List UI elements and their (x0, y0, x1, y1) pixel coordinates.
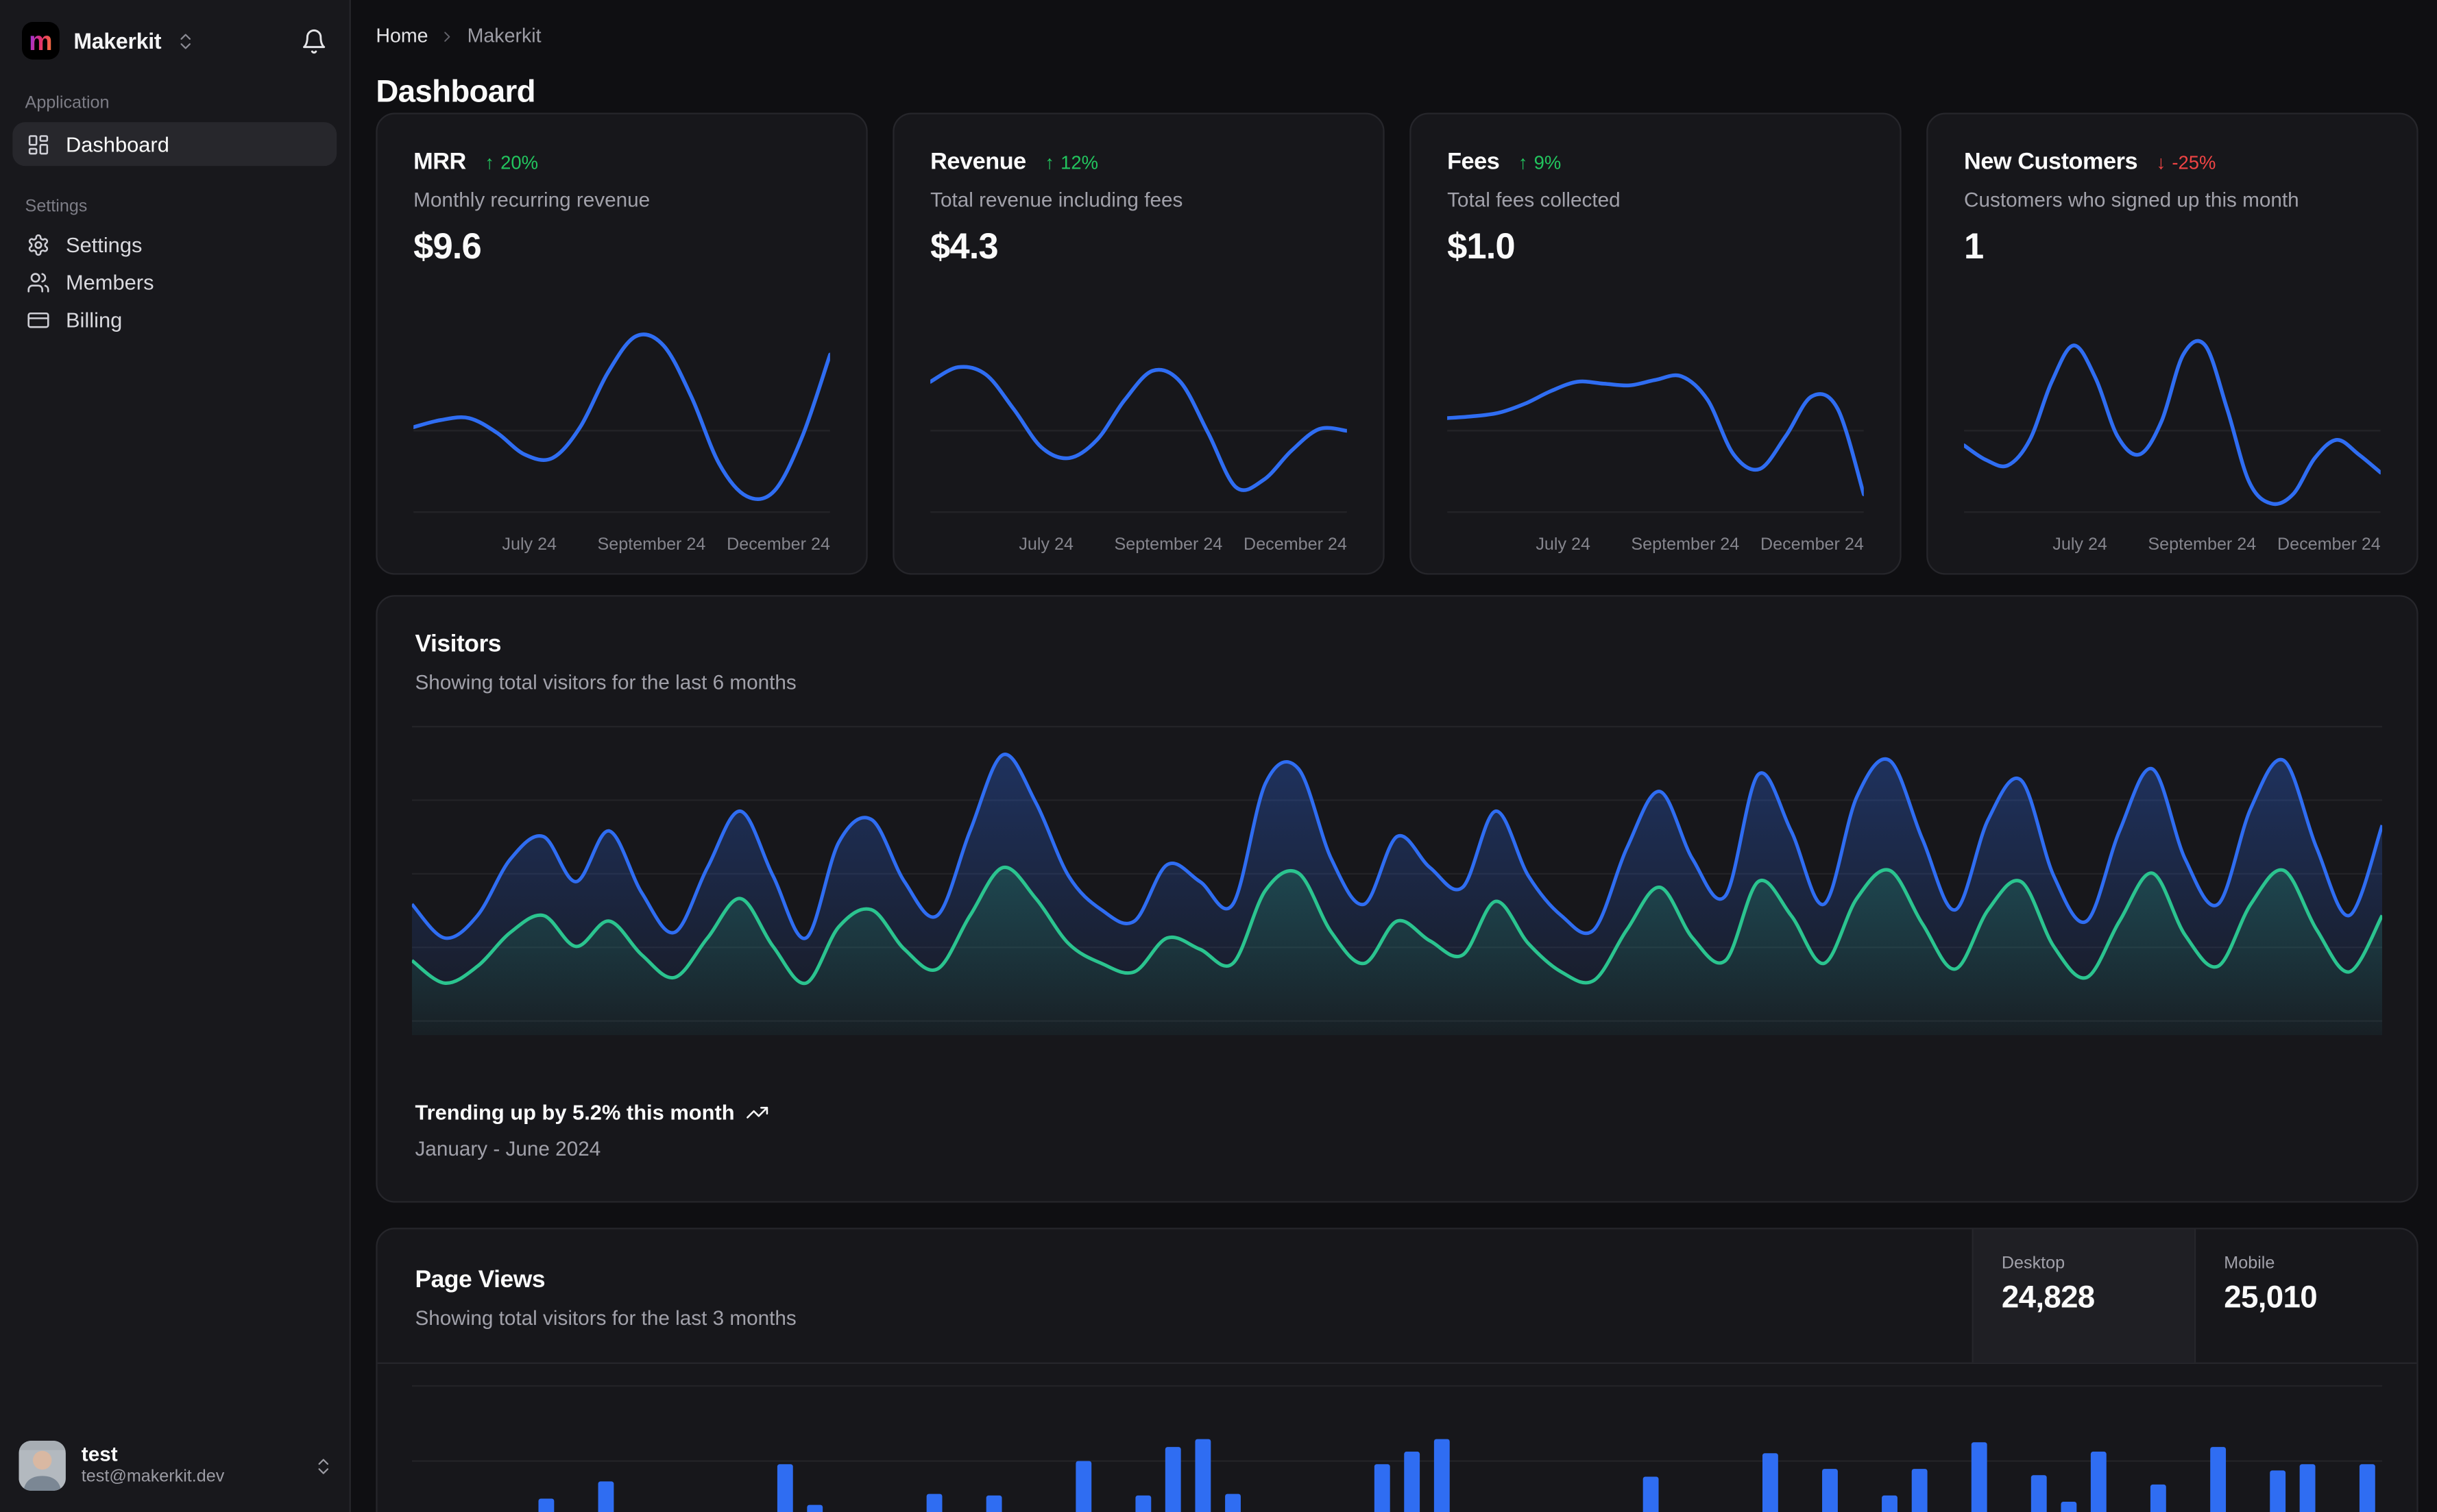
user-menu[interactable]: test test@makerkit.dev (19, 1440, 333, 1491)
desktop-stat-label: Desktop (2001, 1254, 2065, 1273)
visitors-card: Visitors Showing total visitors for the … (376, 595, 2418, 1203)
sidebar: m Makerkit Application Dashboard Setting… (0, 0, 351, 1512)
page-views-bar-chart (411, 1385, 2383, 1512)
visitors-period: January - June 2024 (415, 1136, 601, 1160)
workspace-name: Makerkit (73, 28, 162, 53)
svg-text:September 24: September 24 (2148, 535, 2256, 554)
workspace-header: m Makerkit (0, 0, 349, 60)
trend-badge: ↑ 20% (485, 151, 539, 174)
chevron-right-icon (444, 31, 451, 41)
main-content: Home Makerkit Dashboard MRR ↑ 20% Monthly… (351, 0, 2437, 1512)
section-label-settings: Settings (25, 197, 88, 217)
visitors-footer: Trending up by 5.2% this month January -… (415, 1101, 768, 1160)
svg-text:September 24: September 24 (1114, 535, 1222, 554)
dashboard-icon (28, 134, 49, 154)
stat-description: Total revenue including fees (930, 188, 1183, 212)
logo-letter: m (29, 25, 53, 56)
makerkit-logo: m (21, 21, 60, 60)
svg-text:July 24: July 24 (2052, 535, 2107, 554)
stat-value: $9.6 (413, 225, 482, 267)
trend-badge: ↑ 9% (1518, 151, 1562, 174)
visitors-trend-text: Trending up by 5.2% this month (415, 1101, 735, 1125)
stat-title: MRR (413, 149, 466, 175)
avatar (19, 1440, 66, 1491)
stat-value: $4.3 (930, 225, 999, 267)
stat-title: Revenue (930, 149, 1026, 175)
user-meta: test test@makerkit.dev (82, 1442, 224, 1489)
users-icon (27, 272, 49, 292)
fees-sparkline-chart: July 24 September 24 December 24 (1447, 373, 1864, 554)
user-email: test@makerkit.dev (81, 1467, 225, 1487)
svg-text:December 24: December 24 (727, 535, 830, 554)
stat-card-revenue: Revenue ↑ 12% Total revenue including fee… (893, 112, 1385, 575)
page-views-header: Page Views Showing total visitors for th… (377, 1229, 2417, 1364)
breadcrumb-current: Makerkit (467, 25, 542, 47)
stat-title: New Customers (1964, 149, 2138, 175)
svg-text:September 24: September 24 (598, 535, 706, 554)
breadcrumb: Home Makerkit (376, 25, 541, 47)
trending-up-icon (747, 1106, 768, 1119)
svg-text:December 24: December 24 (1760, 535, 1864, 554)
trend-up-arrow-icon: ↑ (1518, 151, 1528, 174)
trend-up-arrow-icon: ↑ (1045, 151, 1054, 174)
stat-card-new-customers: New Customers ↓ -25% Customers who signed… (1926, 112, 2418, 575)
mobile-stat-toggle[interactable]: Mobile 25,010 (2194, 1229, 2416, 1363)
stat-cards-row: MRR ↑ 20% Monthly recurring revenue $9.6 … (376, 112, 2418, 575)
svg-text:December 24: December 24 (2277, 535, 2381, 554)
trend-up-arrow-icon: ↑ (485, 151, 494, 174)
sidebar-item-label: Settings (65, 232, 143, 256)
bell-icon[interactable] (301, 27, 328, 54)
stat-description: Monthly recurring revenue (413, 188, 651, 212)
credit-card-icon (27, 311, 49, 328)
chevrons-up-down-icon (318, 1458, 329, 1474)
new-customers-sparkline-chart: July 24 September 24 December 24 (1964, 339, 2381, 554)
page-views-card: Page Views Showing total visitors for th… (376, 1228, 2418, 1512)
stat-card-mrr: MRR ↑ 20% Monthly recurring revenue $9.6 … (376, 112, 868, 575)
svg-text:July 24: July 24 (1536, 535, 1590, 554)
visitors-title: Visitors (415, 631, 502, 658)
stat-value: 1 (1964, 225, 1984, 267)
svg-text:December 24: December 24 (1244, 535, 1347, 554)
sidebar-item-members[interactable]: Members (12, 263, 337, 301)
sidebar-item-label: Members (65, 270, 154, 294)
chevrons-up-down-icon[interactable] (175, 31, 196, 51)
trend-badge: ↓ -25% (2156, 151, 2216, 174)
sidebar-item-label: Dashboard (65, 132, 169, 156)
mobile-stat-value: 25,010 (2224, 1280, 2317, 1316)
stat-title: Fees (1447, 149, 1500, 175)
mrr-sparkline-chart: July 24 September 24 December 24 (413, 332, 830, 554)
sidebar-item-billing[interactable]: Billing (12, 301, 337, 339)
sidebar-nav: Application Dashboard Settings Settings (0, 94, 349, 338)
desktop-stat-toggle[interactable]: Desktop 24,828 (1972, 1229, 2194, 1363)
svg-text:July 24: July 24 (1019, 535, 1074, 554)
page-views-title: Page Views (415, 1267, 546, 1294)
revenue-sparkline-chart: July 24 September 24 December 24 (930, 365, 1347, 554)
page-views-stat-toggles: Desktop 24,828 Mobile 25,010 (1972, 1229, 2416, 1363)
gear-icon (28, 233, 49, 255)
sidebar-item-dashboard[interactable]: Dashboard (12, 122, 337, 167)
page-views-subtitle: Showing total visitors for the last 3 mo… (415, 1306, 797, 1330)
visitors-area-chart (411, 725, 2383, 1036)
desktop-stat-value: 24,828 (2001, 1280, 2095, 1316)
breadcrumb-home-link[interactable]: Home (376, 25, 428, 47)
mobile-stat-label: Mobile (2224, 1254, 2275, 1273)
trend-badge: ↑ 12% (1045, 151, 1098, 174)
stat-description: Customers who signed up this month (1964, 188, 2299, 212)
stat-card-fees: Fees ↑ 9% Total fees collected $1.0 July … (1409, 112, 1902, 575)
sidebar-item-settings[interactable]: Settings (12, 225, 337, 263)
svg-text:September 24: September 24 (1631, 535, 1739, 554)
sidebar-item-label: Billing (65, 307, 123, 332)
trend-down-arrow-icon: ↓ (2156, 151, 2166, 174)
stat-description: Total fees collected (1447, 188, 1621, 212)
user-name: test (81, 1442, 118, 1466)
page-title: Dashboard (376, 75, 535, 110)
svg-text:July 24: July 24 (502, 535, 557, 554)
stat-value: $1.0 (1447, 225, 1516, 267)
section-label-application: Application (25, 94, 110, 113)
visitors-subtitle: Showing total visitors for the last 6 mo… (415, 670, 797, 694)
